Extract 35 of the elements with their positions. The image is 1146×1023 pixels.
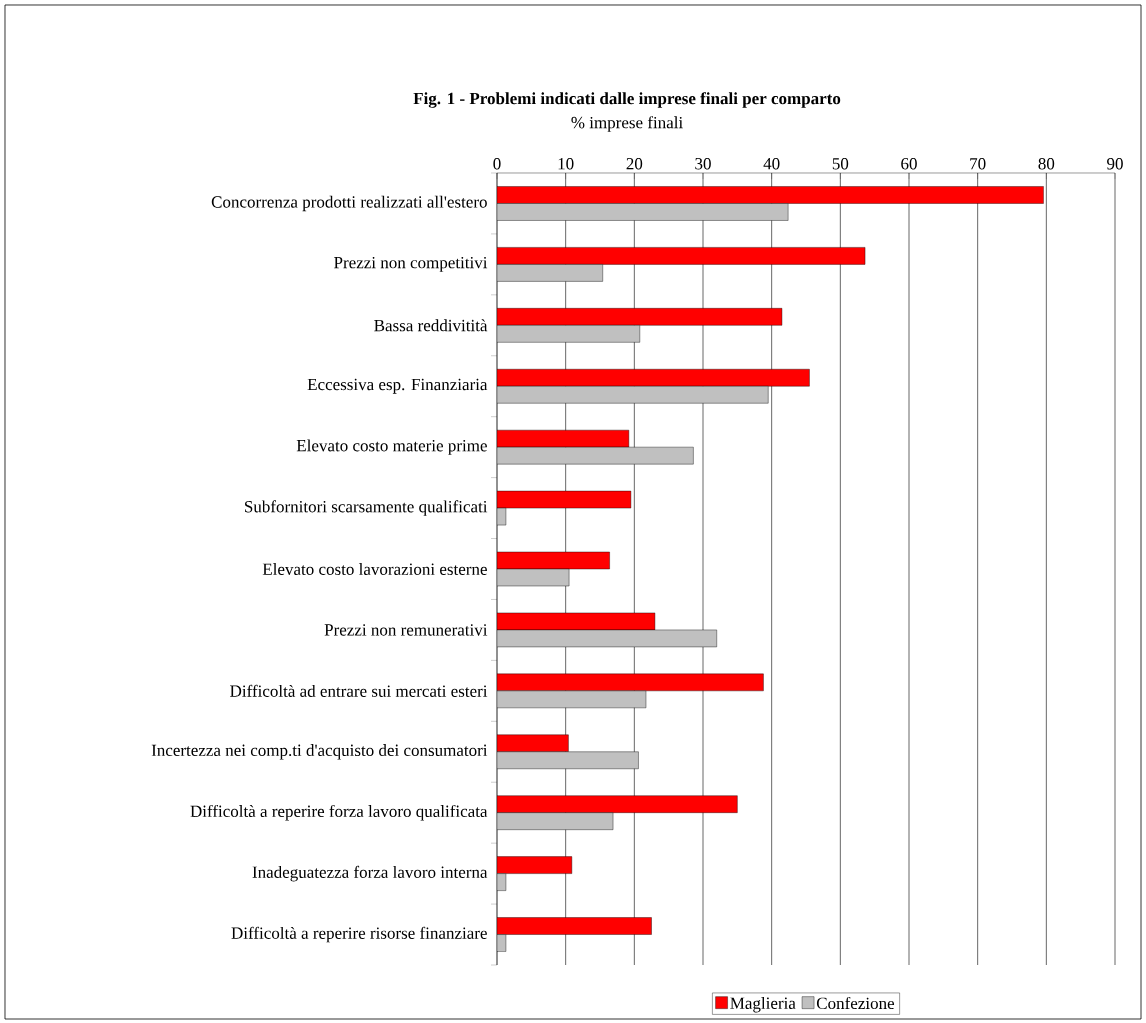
- x-tick-label: 80: [1038, 157, 1055, 170]
- bar: [497, 690, 647, 709]
- legend-label: Maglieria: [730, 997, 796, 1013]
- y-tick-label: Difficoltà ad entrare sui mercati esteri: [230, 684, 488, 697]
- legend-label: Confezione: [816, 996, 895, 1010]
- bar: [497, 751, 639, 769]
- x-tick-label: 70: [970, 157, 986, 170]
- chart-subtitle: % imprese finali: [571, 116, 683, 132]
- x-tick-label: 40: [763, 157, 780, 170]
- x-tick-label: 20: [626, 157, 643, 170]
- bar: [497, 203, 789, 221]
- x-tick-label: 90: [1107, 157, 1123, 170]
- x-tick-label: 10: [558, 157, 574, 170]
- y-tick-label: Difficoltà a reperire forza lavoro qualificata: [190, 804, 488, 821]
- y-tick-label: Bassa reddivitità: [374, 319, 488, 332]
- y-tick-label: Difficoltà a reperire risorse finanziare: [231, 926, 487, 943]
- x-tick-label: 60: [901, 157, 917, 170]
- y-tick-label: Subfornitori scarsamente qualificati: [245, 500, 488, 516]
- bar: [497, 325, 641, 343]
- x-tick-label: 0: [493, 157, 501, 170]
- chart-title: Fig. 1 - Problemi indicati dalle imprese finali per comparto: [413, 92, 841, 108]
- y-tick-label: Inadeguatezza forza lavoro interna: [252, 865, 488, 882]
- y-tick-label: Prezzi non remunerativi: [324, 624, 488, 636]
- y-tick-label: Eccessiva esp. Finanziaria: [307, 378, 488, 394]
- y-tick-label: Elevato costo lavorazioni esterne: [262, 563, 487, 575]
- bar: [497, 812, 614, 830]
- y-tick-label: Prezzi non competitivi: [334, 256, 488, 272]
- y-tick-label: Elevato costo materie prime: [296, 439, 487, 455]
- x-tick-label: 30: [695, 157, 711, 170]
- bar: [497, 386, 769, 404]
- bar: [497, 264, 603, 282]
- x-tick-label: 50: [832, 157, 849, 170]
- y-tick-label: Incertezza nei comp.ti d'acquisto dei consumatori: [151, 744, 488, 760]
- y-tick-label: Concorrenza prodotti realizzati all'estero: [211, 195, 487, 212]
- bar: [497, 446, 694, 465]
